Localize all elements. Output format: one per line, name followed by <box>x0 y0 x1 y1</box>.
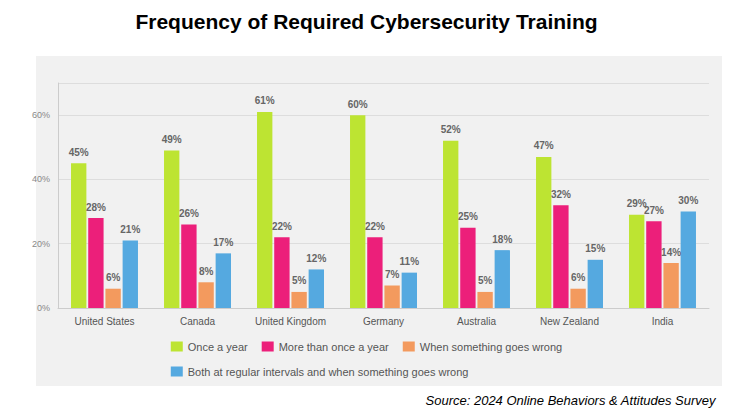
svg-text:52%: 52% <box>441 124 461 135</box>
svg-text:29%: 29% <box>626 198 647 210</box>
svg-text:6%: 6% <box>571 272 586 283</box>
svg-text:30%: 30% <box>678 195 698 206</box>
svg-text:22%: 22% <box>365 221 385 232</box>
svg-text:Germany: Germany <box>363 316 404 327</box>
svg-text:Source: 2024 Online Behaviors: Source: 2024 Online Behaviors & Attitude… <box>426 393 718 408</box>
svg-text:60%: 60% <box>32 110 50 120</box>
svg-text:21%: 21% <box>120 224 140 235</box>
svg-text:7%: 7% <box>385 269 400 280</box>
svg-text:45%: 45% <box>69 147 89 158</box>
svg-text:Australia: Australia <box>457 316 496 327</box>
svg-text:25%: 25% <box>458 211 478 222</box>
svg-text:5%: 5% <box>478 275 493 286</box>
svg-text:Both at regular intervals and: Both at regular intervals and when somet… <box>188 366 469 378</box>
svg-text:New Zealand: New Zealand <box>540 316 599 327</box>
svg-text:More than once a year: More than once a year <box>279 341 389 353</box>
svg-text:12%: 12% <box>306 253 326 264</box>
svg-text:32%: 32% <box>551 189 571 200</box>
svg-text:India: India <box>652 316 674 327</box>
svg-text:Frequency of Required Cybersec: Frequency of Required Cybersecurity Trai… <box>135 10 597 33</box>
svg-text:United States: United States <box>74 316 134 327</box>
svg-text:6%: 6% <box>106 272 121 283</box>
svg-text:26%: 26% <box>179 208 199 219</box>
svg-text:0%: 0% <box>37 303 50 313</box>
svg-text:17%: 17% <box>213 237 233 248</box>
svg-text:When something goes wrong: When something goes wrong <box>420 341 562 353</box>
svg-text:40%: 40% <box>32 174 50 184</box>
svg-text:11%: 11% <box>400 256 420 267</box>
svg-text:27%: 27% <box>644 205 664 216</box>
svg-text:14%: 14% <box>661 247 681 258</box>
svg-text:5%: 5% <box>292 275 307 286</box>
svg-text:8%: 8% <box>199 266 214 277</box>
svg-text:61%: 61% <box>255 95 275 106</box>
svg-text:Once a year: Once a year <box>188 341 248 353</box>
svg-text:49%: 49% <box>162 134 182 145</box>
svg-text:15%: 15% <box>585 243 605 254</box>
svg-text:Canada: Canada <box>180 316 215 327</box>
svg-text:28%: 28% <box>86 202 106 213</box>
svg-text:20%: 20% <box>32 239 50 249</box>
svg-text:47%: 47% <box>534 140 554 151</box>
svg-text:United Kingdom: United Kingdom <box>255 316 326 327</box>
svg-text:60%: 60% <box>348 99 368 110</box>
svg-text:18%: 18% <box>492 234 512 245</box>
svg-text:22%: 22% <box>272 221 292 232</box>
